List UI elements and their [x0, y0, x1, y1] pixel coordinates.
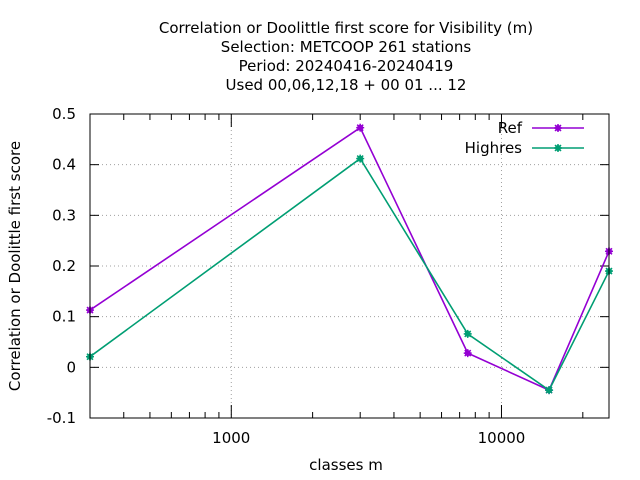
title-line-1: Correlation or Doolittle first score for… — [159, 19, 533, 37]
y-tick-label: 0.3 — [52, 206, 76, 224]
plot-frame — [89, 113, 610, 419]
data-series — [86, 123, 613, 395]
chart-title: Correlation or Doolittle first score for… — [159, 19, 533, 94]
series-highres — [86, 154, 613, 395]
legend-label-highres: Highres — [465, 139, 523, 157]
data-point-highres — [545, 386, 554, 395]
grid-lines — [90, 114, 609, 418]
y-tick-label: -0.1 — [47, 409, 76, 427]
series-line-highres — [89, 157, 610, 392]
x-tick-label: 10000 — [478, 429, 526, 447]
title-line-2: Selection: METCOOP 261 stations — [221, 38, 472, 56]
legend: Ref Highres — [465, 119, 584, 157]
x-tick-label: 1000 — [212, 429, 250, 447]
y-tick-label: 0.1 — [52, 308, 76, 326]
legend-marker-ref — [554, 124, 562, 132]
y-axis-label: Correlation or Doolittle first score — [6, 141, 24, 391]
legend-label-ref: Ref — [498, 119, 523, 137]
title-line-3: Period: 20240416-20240419 — [239, 57, 454, 75]
data-point-highres — [463, 329, 472, 338]
legend-marker-highres — [554, 144, 562, 152]
data-point-highres — [356, 154, 365, 163]
y-tick-label: 0 — [66, 358, 76, 376]
y-tick-label: 0.4 — [52, 156, 76, 174]
axis-ticks — [90, 113, 609, 419]
x-axis-label: classes m — [309, 456, 383, 474]
tick-labels: -0.1 0 0.1 0.2 0.3 0.4 0.5 1000 10000 — [47, 105, 526, 447]
y-tick-label: 0.5 — [52, 105, 76, 123]
data-point-ref — [463, 349, 472, 358]
data-point-ref — [356, 123, 365, 132]
y-tick-label: 0.2 — [52, 257, 76, 275]
title-line-4: Used 00,06,12,18 + 00 01 ... 12 — [226, 76, 467, 94]
series-ref — [86, 123, 613, 395]
